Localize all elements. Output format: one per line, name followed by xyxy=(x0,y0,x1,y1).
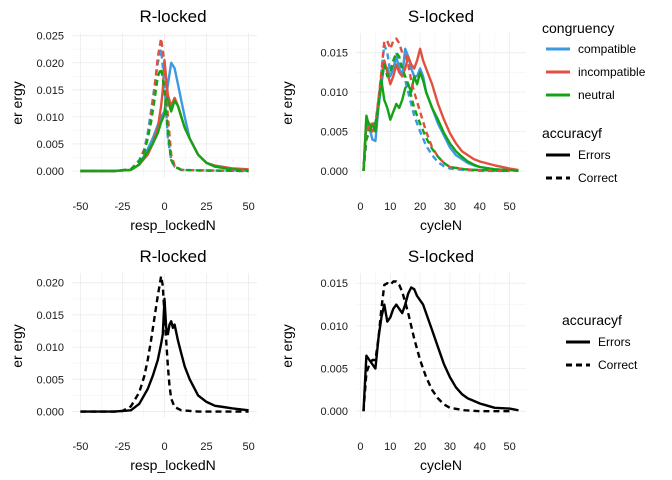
panel-s-locked-top: 0 10 20 30 40 50 0.000 0.005 0.010 0.015 S-locke… xyxy=(279,7,526,233)
y-tick-label: 0.015 xyxy=(320,48,348,60)
legend-top: congruency compatible incompatible neutr… xyxy=(542,20,646,185)
y-tick-label: 0.000 xyxy=(320,406,348,418)
series-line-all-errors xyxy=(80,297,249,413)
panel-r-locked-bottom: -50 -25 0 25 50 0.000 0.005 0.010 0.015 0.020 R-… xyxy=(9,247,257,473)
x-tick-label: 40 xyxy=(474,201,486,213)
x-axis-title: cycleN xyxy=(420,457,462,473)
panel-title: S-locked xyxy=(408,247,474,266)
y-tick-label: 0.015 xyxy=(36,85,64,97)
series-line-all-correct xyxy=(362,280,510,413)
y-tick-label: 0.015 xyxy=(36,310,64,322)
x-tick-label: 0 xyxy=(357,201,363,213)
legend-label-errors: Errors xyxy=(578,148,611,162)
legend-label-errors: Errors xyxy=(598,335,631,349)
series-line-neutral-errors xyxy=(362,71,519,173)
x-tick-labels: 0 10 20 30 40 50 xyxy=(357,441,515,453)
y-tick-label: 0.000 xyxy=(320,166,348,178)
y-tick-label: 0.010 xyxy=(320,321,348,333)
panel-title: R-locked xyxy=(139,247,206,266)
y-tick-label: 0.025 xyxy=(36,31,64,43)
y-axis-title: er ergy xyxy=(9,324,25,368)
y-tick-label: 0.010 xyxy=(320,87,348,99)
legend-label-compatible: compatible xyxy=(578,42,636,56)
y-tick-label: 0.005 xyxy=(36,374,64,386)
panel-s-locked-bottom: 0 10 20 30 40 50 0.000 0.005 0.010 0.015 S-locke… xyxy=(279,247,526,473)
series-line-neutral-correct xyxy=(80,66,249,173)
panel-r-locked-top: -50 -25 0 25 50 0.0000.0050.0100.0150.0200.0… xyxy=(9,7,257,233)
y-axis-title: er ergy xyxy=(9,81,25,125)
y-tick-label: 0.005 xyxy=(36,139,64,151)
x-tick-label: 20 xyxy=(414,201,426,213)
x-tick-labels: -50 -25 0 25 50 xyxy=(72,441,254,453)
series-lines xyxy=(80,275,249,413)
y-tick-label: 0.005 xyxy=(320,364,348,376)
series-line-compatible-correct xyxy=(362,43,510,173)
series-line-all-correct xyxy=(80,275,249,413)
x-tick-labels: -50 -25 0 25 50 xyxy=(72,201,254,213)
panel-title: S-locked xyxy=(408,7,474,26)
x-axis-title: resp_lockedN xyxy=(130,457,216,473)
y-axis-title: er ergy xyxy=(279,324,295,368)
y-tick-labels: 0.000 0.005 0.010 0.015 xyxy=(320,278,348,418)
y-tick-labels: 0.000 0.005 0.010 0.015 0.020 0.025 xyxy=(36,31,64,178)
legend-label-incompatible: incompatible xyxy=(578,65,646,79)
x-tick-label: 25 xyxy=(200,441,212,453)
series-lines xyxy=(362,37,519,173)
x-tick-label: 10 xyxy=(384,441,396,453)
series-line-all-errors xyxy=(362,286,519,412)
y-tick-labels: 0.000 0.005 0.010 0.015 0.020 xyxy=(36,278,64,419)
x-axis-title: resp_lockedN xyxy=(130,217,216,233)
x-tick-label: 0 xyxy=(161,441,167,453)
x-tick-labels: 0 10 20 30 40 50 xyxy=(357,201,515,213)
y-tick-label: 0.000 xyxy=(36,407,64,419)
x-tick-label: 25 xyxy=(200,201,212,213)
y-tick-label: 0.015 xyxy=(320,278,348,290)
x-tick-label: -50 xyxy=(72,201,88,213)
legend-bottom: accuracyf Errors Correct xyxy=(562,312,638,372)
legend-title-congruency: congruency xyxy=(542,20,614,36)
panel-title: R-locked xyxy=(139,7,206,26)
series-line-incompatible-correct xyxy=(362,37,510,173)
x-tick-label: 30 xyxy=(444,441,456,453)
y-tick-label: 0.020 xyxy=(36,58,64,70)
x-tick-label: 50 xyxy=(503,441,515,453)
x-axis-title: cycleN xyxy=(420,217,462,233)
x-tick-label: 0 xyxy=(357,441,363,453)
gridlines xyxy=(356,33,526,178)
y-tick-label: 0.020 xyxy=(36,278,64,290)
y-tick-label: 0.005 xyxy=(320,127,348,139)
y-axis-title: er ergy xyxy=(279,81,295,125)
x-tick-label: -50 xyxy=(72,441,88,453)
y-tick-label: 0.010 xyxy=(36,342,64,354)
series-lines xyxy=(362,280,519,413)
y-tick-label: 0.000 xyxy=(36,166,64,178)
legend-title-accuracy: accuracyf xyxy=(562,312,622,328)
series-line-neutral-errors xyxy=(80,93,249,173)
x-tick-label: -25 xyxy=(115,201,131,213)
y-tick-label: 0.010 xyxy=(36,112,64,124)
legend-title-accuracy: accuracyf xyxy=(542,125,602,141)
x-tick-label: 10 xyxy=(384,201,396,213)
x-tick-label: 50 xyxy=(242,441,254,453)
y-tick-labels: 0.000 0.005 0.010 0.015 xyxy=(320,48,348,178)
x-tick-label: 0 xyxy=(161,201,167,213)
gridlines xyxy=(356,273,526,418)
x-tick-label: 40 xyxy=(474,441,486,453)
x-tick-label: 50 xyxy=(503,201,515,213)
legend-label-correct: Correct xyxy=(578,171,618,185)
series-lines xyxy=(80,37,249,173)
x-tick-label: -25 xyxy=(115,441,131,453)
legend-label-neutral: neutral xyxy=(578,88,615,102)
legend-label-correct: Correct xyxy=(598,358,638,372)
x-tick-label: 30 xyxy=(444,201,456,213)
x-tick-label: 20 xyxy=(414,441,426,453)
x-tick-label: 50 xyxy=(242,201,254,213)
